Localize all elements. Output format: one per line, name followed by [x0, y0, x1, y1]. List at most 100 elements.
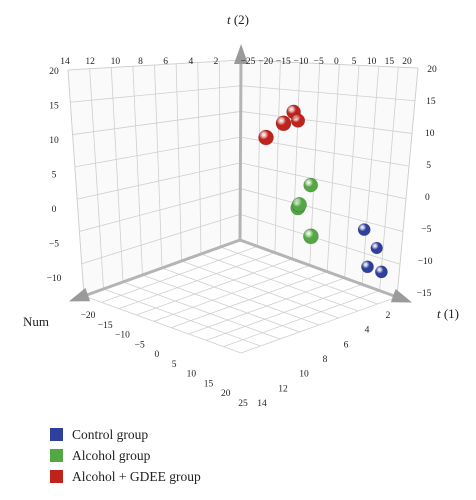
tick-label-t1-bottom: 6 — [344, 340, 349, 350]
point-alcohol-group-0 — [303, 177, 319, 193]
grid-line — [274, 61, 281, 253]
tick-label-t1: −5 — [314, 57, 324, 67]
axis-t1-shaft — [239, 238, 398, 299]
grid-line — [181, 260, 339, 319]
grid-line — [122, 281, 281, 340]
frame-line — [396, 67, 419, 298]
grid-line — [220, 246, 378, 305]
tick-label-t1: 0 — [334, 57, 339, 67]
tick-label-t2-right: 5 — [426, 161, 431, 171]
tick-label-num-back: 12 — [85, 57, 95, 67]
grid-line — [161, 267, 320, 326]
grid-line — [379, 67, 399, 291]
axis-titles: t (2) t (1) Num — [23, 12, 459, 329]
tick-label-t1-bottom: 12 — [278, 384, 288, 394]
point-control-group-3 — [374, 265, 388, 279]
tick-label-t1: 10 — [367, 57, 377, 67]
grid-line — [257, 60, 262, 247]
tick-label-t1: −15 — [276, 57, 291, 67]
tick-label-num-back: 6 — [163, 57, 168, 67]
tick-label-t1: −20 — [258, 57, 273, 67]
frame-line — [67, 59, 242, 71]
grid-line — [154, 64, 163, 269]
tick-label-t2-left: 15 — [49, 102, 59, 112]
point-alcohol-group-2 — [291, 197, 307, 213]
grid-line — [132, 66, 143, 276]
tick-label-t2-right: −5 — [421, 225, 431, 235]
axis-title-t1: t (1) — [437, 306, 459, 321]
tick-label-t1: 20 — [402, 57, 412, 67]
legend-item-alcohol: Alcohol group — [50, 445, 201, 466]
tick-label-num: −15 — [98, 321, 113, 331]
grid-line — [110, 67, 124, 283]
axis-t2-shaft — [238, 59, 243, 241]
tick-label-t1-bottom: 14 — [257, 399, 267, 409]
tick-label-num: 20 — [221, 389, 231, 399]
grid-line — [291, 62, 301, 260]
tick-label-t2-right: 20 — [427, 65, 437, 75]
grid-line — [70, 85, 241, 103]
tick-label-t2-right: −10 — [418, 257, 433, 267]
frame-line — [240, 59, 419, 69]
tick-label-t1: −10 — [294, 57, 309, 67]
tick-label-t1-bottom: 10 — [299, 370, 309, 380]
grid-line — [77, 162, 241, 200]
axis-num-head — [68, 288, 91, 302]
tick-label-t2-right: 15 — [426, 97, 436, 107]
point-alcohol-gdee-group-3 — [258, 129, 274, 146]
tick-label-t2-left: 5 — [52, 171, 57, 181]
tick-label-t1: 5 — [352, 57, 357, 67]
legend-swatch-gdee — [50, 470, 63, 483]
grid-line — [197, 62, 202, 255]
grid-line — [81, 213, 241, 265]
grid-line — [74, 136, 241, 168]
tick-label-num: 5 — [172, 360, 177, 370]
tick-label-t1: −25 — [241, 57, 256, 67]
point-alcohol-gdee-group-2 — [290, 113, 306, 128]
grid-line — [83, 295, 242, 354]
tick-label-num-back: 4 — [188, 57, 193, 67]
grid-line — [175, 63, 182, 262]
point-control-group-2 — [361, 260, 374, 274]
legend-label-control: Control group — [72, 426, 149, 442]
legend-label-alcohol: Alcohol group — [72, 447, 151, 463]
axis-title-num: Num — [23, 314, 49, 329]
axis-arrows — [68, 44, 413, 303]
grid-line — [200, 253, 359, 312]
tick-label-t2-left: 20 — [49, 67, 59, 77]
grid-line — [240, 162, 407, 200]
grid-line — [240, 111, 413, 134]
tick-label-num: 0 — [155, 350, 160, 360]
grid-line — [361, 66, 380, 285]
legend-label-gdee: Alcohol + GDEE group — [72, 468, 201, 484]
left-wall — [68, 60, 241, 296]
legend-swatch-alcohol — [50, 449, 63, 462]
tick-label-num-back: 14 — [60, 57, 70, 67]
tick-label-t1: 15 — [385, 57, 395, 67]
tick-label-num: −10 — [115, 331, 130, 341]
tick-label-num: −5 — [135, 340, 145, 350]
grid-line — [142, 274, 300, 333]
legend-item-gdee: Alcohol + GDEE group — [50, 466, 201, 487]
grid-line — [240, 213, 401, 265]
legend-item-control: Control group — [50, 424, 201, 445]
grid-line — [79, 188, 241, 232]
tick-label-num: 10 — [187, 370, 197, 380]
grid-line — [326, 64, 340, 272]
legend-swatch-control — [50, 428, 63, 441]
grid-line — [89, 68, 104, 290]
tick-label-t1-bottom: 8 — [323, 355, 328, 365]
tick-label-t2-right: 10 — [425, 129, 435, 139]
tick-label-t1-bottom: 2 — [386, 311, 391, 321]
tick-label-num-back: 2 — [214, 57, 219, 67]
grid-line — [72, 111, 241, 135]
tick-label-num: 15 — [204, 379, 214, 389]
tick-label-num: −20 — [81, 311, 96, 321]
grid-line — [240, 188, 404, 232]
data-points — [258, 104, 388, 279]
axis-t2-head — [233, 44, 248, 65]
legend: Control group Alcohol group Alcohol + GD… — [50, 424, 201, 487]
tick-label-t2-right: −15 — [417, 289, 432, 299]
